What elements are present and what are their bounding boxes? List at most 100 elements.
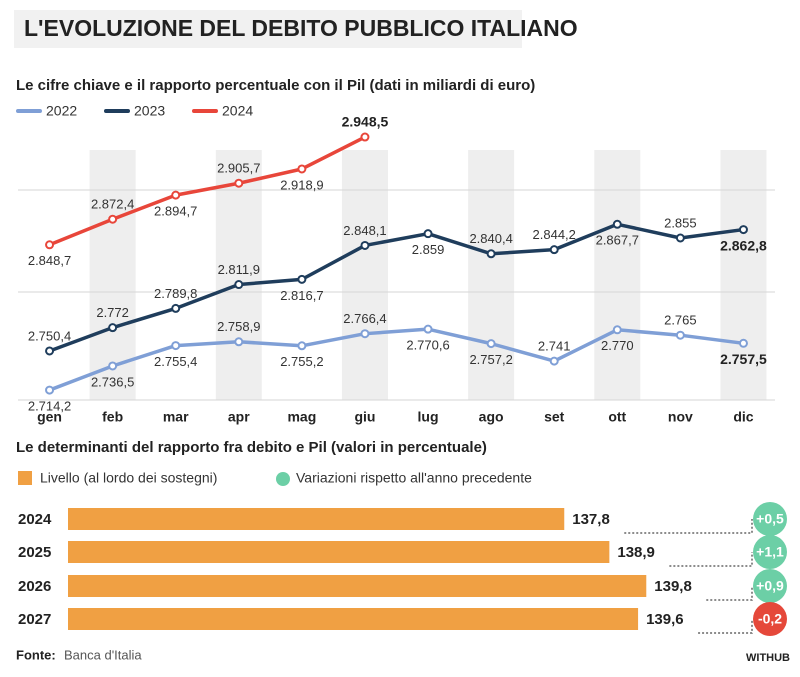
- logo: WITHUB: [746, 652, 790, 664]
- data-label: 2.757,2: [469, 352, 512, 367]
- variation-label: +0,5: [756, 511, 784, 527]
- bar: [68, 608, 639, 630]
- data-point: [171, 190, 181, 200]
- x-tick-label: lug: [418, 409, 439, 425]
- bar: [68, 541, 610, 563]
- variation-marker: [753, 602, 787, 636]
- data-label: 2.757,5: [720, 351, 767, 367]
- bar-value-label: 139,8: [654, 578, 692, 595]
- data-label: 2.867,7: [596, 233, 639, 248]
- x-tick-label: ott: [608, 409, 626, 425]
- data-point: [297, 164, 307, 174]
- x-tick-label: gen: [37, 409, 62, 425]
- variation-label: +0,9: [756, 578, 784, 594]
- data-label: 2.755,4: [154, 354, 197, 369]
- column-band: [720, 150, 767, 400]
- data-label: 2.758,9: [217, 319, 260, 334]
- data-label: 2.714,2: [28, 399, 71, 414]
- data-point: [738, 225, 748, 235]
- variation-label: -0,2: [758, 611, 782, 627]
- title-box: [14, 10, 522, 48]
- data-point: [612, 325, 622, 335]
- data-label: 2.741: [538, 339, 571, 354]
- data-label: 2.859: [412, 242, 445, 257]
- data-point: [486, 339, 496, 349]
- data-point: [297, 341, 307, 351]
- variation-marker: [753, 502, 787, 536]
- column-band: [594, 150, 641, 400]
- variation-marker: [753, 569, 787, 603]
- data-point: [45, 240, 55, 250]
- data-label: 2.766,4: [343, 311, 386, 326]
- data-point: [360, 240, 370, 250]
- data-label: 2.750,4: [28, 328, 71, 343]
- data-label: 2.770,6: [406, 338, 449, 353]
- legend-swatch: [276, 472, 290, 486]
- data-label: 2.840,4: [469, 231, 512, 246]
- data-point: [675, 233, 685, 243]
- data-label: 2.736,5: [91, 374, 134, 389]
- data-label: 2.848,1: [343, 223, 386, 238]
- series-line: [48, 222, 744, 353]
- data-point: [549, 245, 559, 255]
- x-tick-label: nov: [668, 409, 693, 425]
- column-band: [341, 150, 388, 400]
- data-point: [675, 330, 685, 340]
- source-text: Banca d'Italia: [64, 647, 142, 662]
- data-point: [108, 323, 118, 333]
- data-point: [423, 229, 433, 239]
- bar-value-label: 138,9: [617, 544, 655, 561]
- data-point: [549, 356, 559, 366]
- bar-value-label: 139,6: [646, 611, 684, 628]
- x-tick-label: giu: [354, 409, 375, 425]
- data-point: [171, 303, 181, 313]
- legend-label: 2022: [46, 103, 77, 119]
- variation-marker: [753, 535, 787, 569]
- y-tick-label: 2024: [18, 511, 52, 528]
- bar: [68, 575, 647, 597]
- x-tick-label: feb: [102, 409, 123, 425]
- data-point: [108, 361, 118, 371]
- x-tick-label: apr: [228, 409, 250, 425]
- bar: [68, 508, 565, 530]
- data-label: 2.765: [664, 313, 697, 328]
- source-label: Fonte:: [16, 647, 56, 662]
- line-chart-title: Le cifre chiave e il rapporto percentual…: [16, 77, 535, 94]
- data-point: [234, 337, 244, 347]
- connector: [624, 519, 753, 534]
- variation-label: +1,1: [756, 544, 784, 560]
- data-label: 2.855: [664, 215, 697, 230]
- data-point: [171, 341, 181, 351]
- data-point: [612, 219, 622, 229]
- column-band: [89, 150, 136, 400]
- data-label: 2.862,8: [720, 237, 767, 253]
- data-label: 2.770: [601, 338, 634, 353]
- column-band: [215, 150, 262, 400]
- data-label: 2.816,7: [280, 288, 323, 303]
- data-label: 2.918,9: [280, 177, 323, 192]
- bar-value-label: 137,8: [572, 511, 610, 528]
- data-label: 2.872,4: [91, 197, 134, 212]
- data-label: 2.905,7: [217, 161, 260, 176]
- title: L'EVOLUZIONE DEL DEBITO PUBBLICO ITALIAN…: [24, 15, 578, 41]
- data-label: 2.789,8: [154, 286, 197, 301]
- legend-label: 2024: [222, 103, 253, 119]
- legend-label: Variazioni rispetto all'anno precedente: [296, 470, 532, 486]
- series-line: [48, 135, 366, 247]
- connector: [669, 552, 753, 567]
- data-label: 2.811,9: [218, 262, 260, 277]
- y-tick-label: 2025: [18, 544, 51, 561]
- legend-label: 2023: [134, 103, 165, 119]
- data-point: [423, 324, 433, 334]
- data-point: [45, 346, 55, 356]
- connector: [706, 586, 753, 601]
- x-tick-label: set: [544, 409, 565, 425]
- column-band: [468, 150, 515, 400]
- data-point: [234, 178, 244, 188]
- data-point: [234, 280, 244, 290]
- series-line: [48, 327, 744, 392]
- data-label: 2.894,7: [154, 204, 197, 219]
- data-label: 2.848,7: [28, 253, 71, 268]
- data-point: [360, 329, 370, 339]
